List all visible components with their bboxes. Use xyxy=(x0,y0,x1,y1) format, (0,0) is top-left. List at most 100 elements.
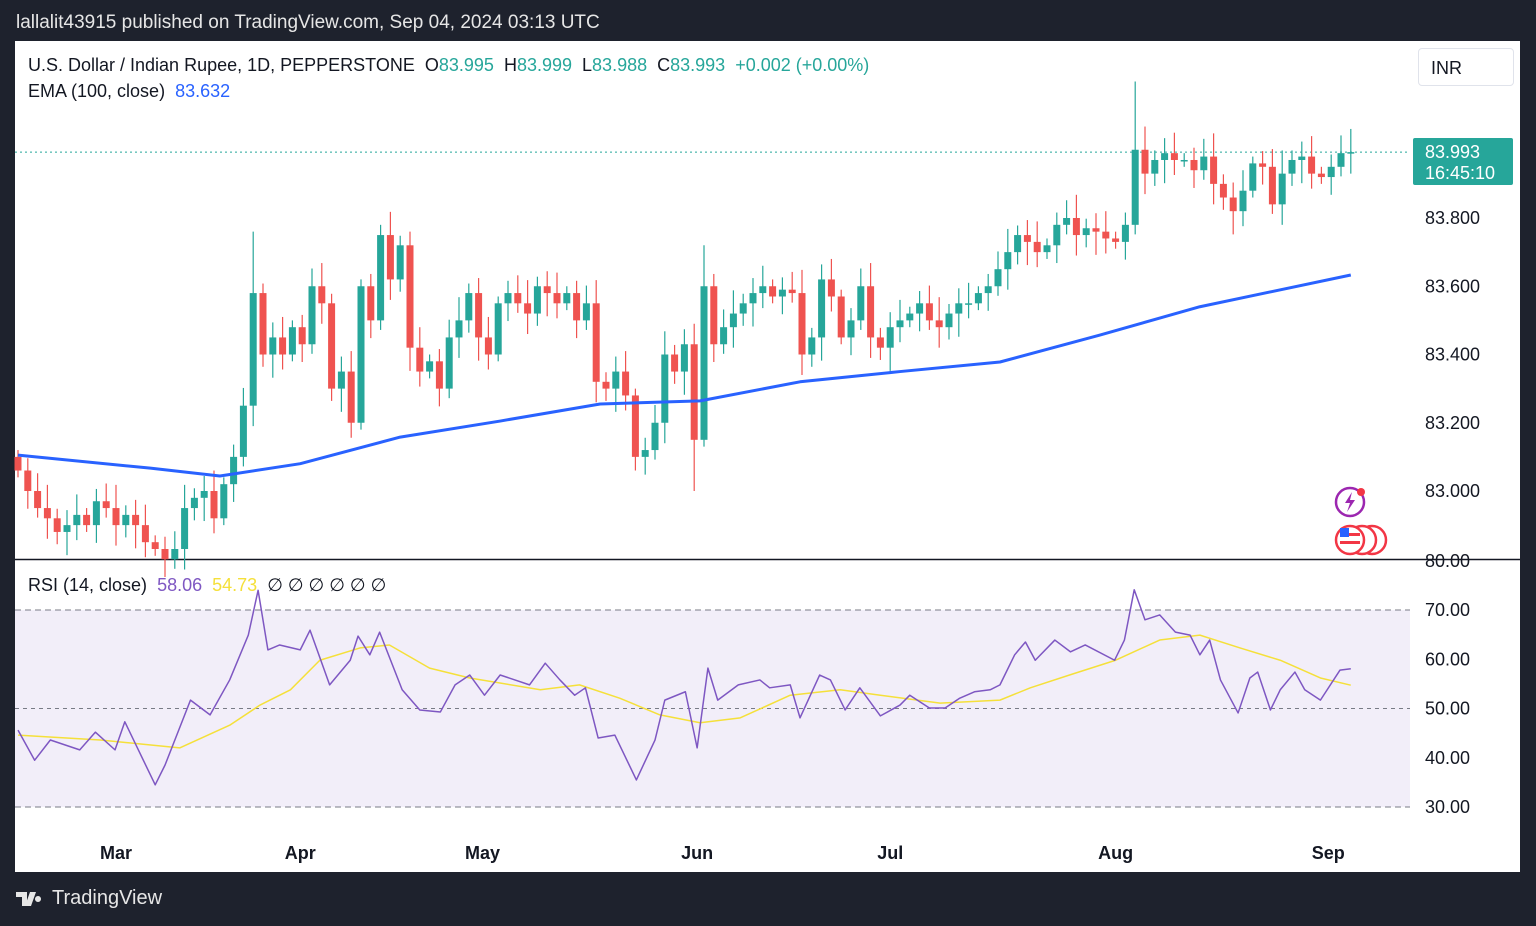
candle-body xyxy=(622,371,630,396)
candle xyxy=(34,473,42,518)
candle-body xyxy=(357,286,365,423)
candle xyxy=(200,475,208,522)
rsi-legend[interactable]: RSI (14, close) 58.06 54.73 ∅ ∅ ∅ ∅ ∅ ∅ xyxy=(28,575,386,596)
price-axis-label: 83.600 xyxy=(1425,276,1480,296)
candle xyxy=(1072,194,1080,256)
candle xyxy=(720,309,728,354)
candle-body xyxy=(475,293,483,338)
candle xyxy=(514,275,522,313)
candle-body xyxy=(210,491,218,519)
candle xyxy=(896,299,904,343)
candle xyxy=(1239,170,1247,227)
candle-body xyxy=(1219,183,1227,198)
candle xyxy=(43,484,51,539)
candle-body xyxy=(1190,159,1198,171)
candle xyxy=(661,331,669,444)
candle xyxy=(543,271,551,317)
candle xyxy=(239,387,247,467)
candle-body xyxy=(925,303,933,321)
flag-canton-icon xyxy=(1340,528,1349,537)
candle xyxy=(1102,211,1110,254)
candle xyxy=(994,251,1002,296)
candle xyxy=(1023,220,1031,266)
candle-body xyxy=(680,344,688,372)
candle xyxy=(14,450,22,478)
candle-body xyxy=(935,320,943,328)
candle-body xyxy=(190,497,198,509)
tradingview-logo-icon xyxy=(16,891,42,906)
candle xyxy=(1063,200,1071,235)
candle-body xyxy=(53,518,61,532)
price-axis-label: 83.400 xyxy=(1425,345,1480,365)
time-axis-label: Aug xyxy=(1098,843,1133,863)
candle-body xyxy=(1239,190,1247,212)
candle xyxy=(1327,154,1335,195)
currency-button[interactable]: INR xyxy=(1418,48,1514,86)
price-axis-label: 83.800 xyxy=(1425,208,1480,228)
candle-body xyxy=(847,320,855,338)
candle-body xyxy=(945,313,953,328)
candle-body xyxy=(386,235,394,280)
candle-body xyxy=(1249,163,1257,191)
candle xyxy=(886,312,894,371)
last-price-label: 83.993 xyxy=(1425,142,1480,162)
footer-brand[interactable]: TradingView xyxy=(16,887,162,910)
candle-body xyxy=(906,313,914,321)
candle-body xyxy=(484,337,492,355)
candle-body xyxy=(827,279,835,297)
candle xyxy=(1004,228,1012,290)
close-value: 83.993 xyxy=(670,55,726,75)
candle-body xyxy=(141,525,149,543)
candle xyxy=(328,293,336,401)
candle xyxy=(92,488,100,543)
close-label: C xyxy=(657,55,671,75)
candle xyxy=(1308,136,1316,189)
candle xyxy=(1053,212,1061,264)
candle xyxy=(445,319,453,399)
candle xyxy=(269,322,277,378)
candle xyxy=(220,477,228,526)
candle xyxy=(759,265,767,309)
candle-body xyxy=(1161,153,1169,160)
candle xyxy=(925,285,933,330)
candle xyxy=(1229,182,1237,235)
rsi-axis-label: 60.00 xyxy=(1425,649,1470,669)
candle-body xyxy=(759,286,767,294)
candle xyxy=(249,231,257,427)
candle xyxy=(416,327,424,387)
candle xyxy=(357,279,365,430)
footer-brand-text: TradingView xyxy=(52,887,163,909)
ema-legend[interactable]: EMA (100, close) 83.632 xyxy=(28,81,230,102)
candle xyxy=(63,510,71,556)
candle-body xyxy=(1200,156,1208,171)
candle xyxy=(965,282,973,319)
candle-body xyxy=(455,320,463,338)
candle xyxy=(798,269,806,375)
rsi-axis-label: 80.00 xyxy=(1425,551,1470,571)
flag-stripe-icon xyxy=(1340,533,1360,536)
candle-body xyxy=(573,293,581,321)
candle xyxy=(83,508,91,532)
candle-body xyxy=(808,337,816,355)
candle xyxy=(592,280,600,403)
candle xyxy=(739,293,747,326)
candle-body xyxy=(661,354,669,423)
candle-body xyxy=(729,313,737,328)
rsi-extra-values: ∅ ∅ ∅ ∅ ∅ ∅ xyxy=(267,575,387,595)
candle xyxy=(1161,138,1169,184)
candle xyxy=(671,344,679,384)
candle xyxy=(132,499,140,549)
candle xyxy=(1121,212,1129,260)
candle xyxy=(1268,149,1276,214)
high-value: 83.999 xyxy=(516,55,573,75)
candle xyxy=(827,258,835,312)
candle-body xyxy=(396,245,404,280)
ema-value: 83.632 xyxy=(175,81,231,101)
candle-body xyxy=(582,303,590,321)
candle-body xyxy=(965,303,973,305)
flag-stripe-icon xyxy=(1340,541,1360,544)
candle xyxy=(641,437,649,475)
symbol-title[interactable]: U.S. Dollar / Indian Rupee, 1D, PEPPERST… xyxy=(28,55,415,75)
candle xyxy=(210,470,218,534)
